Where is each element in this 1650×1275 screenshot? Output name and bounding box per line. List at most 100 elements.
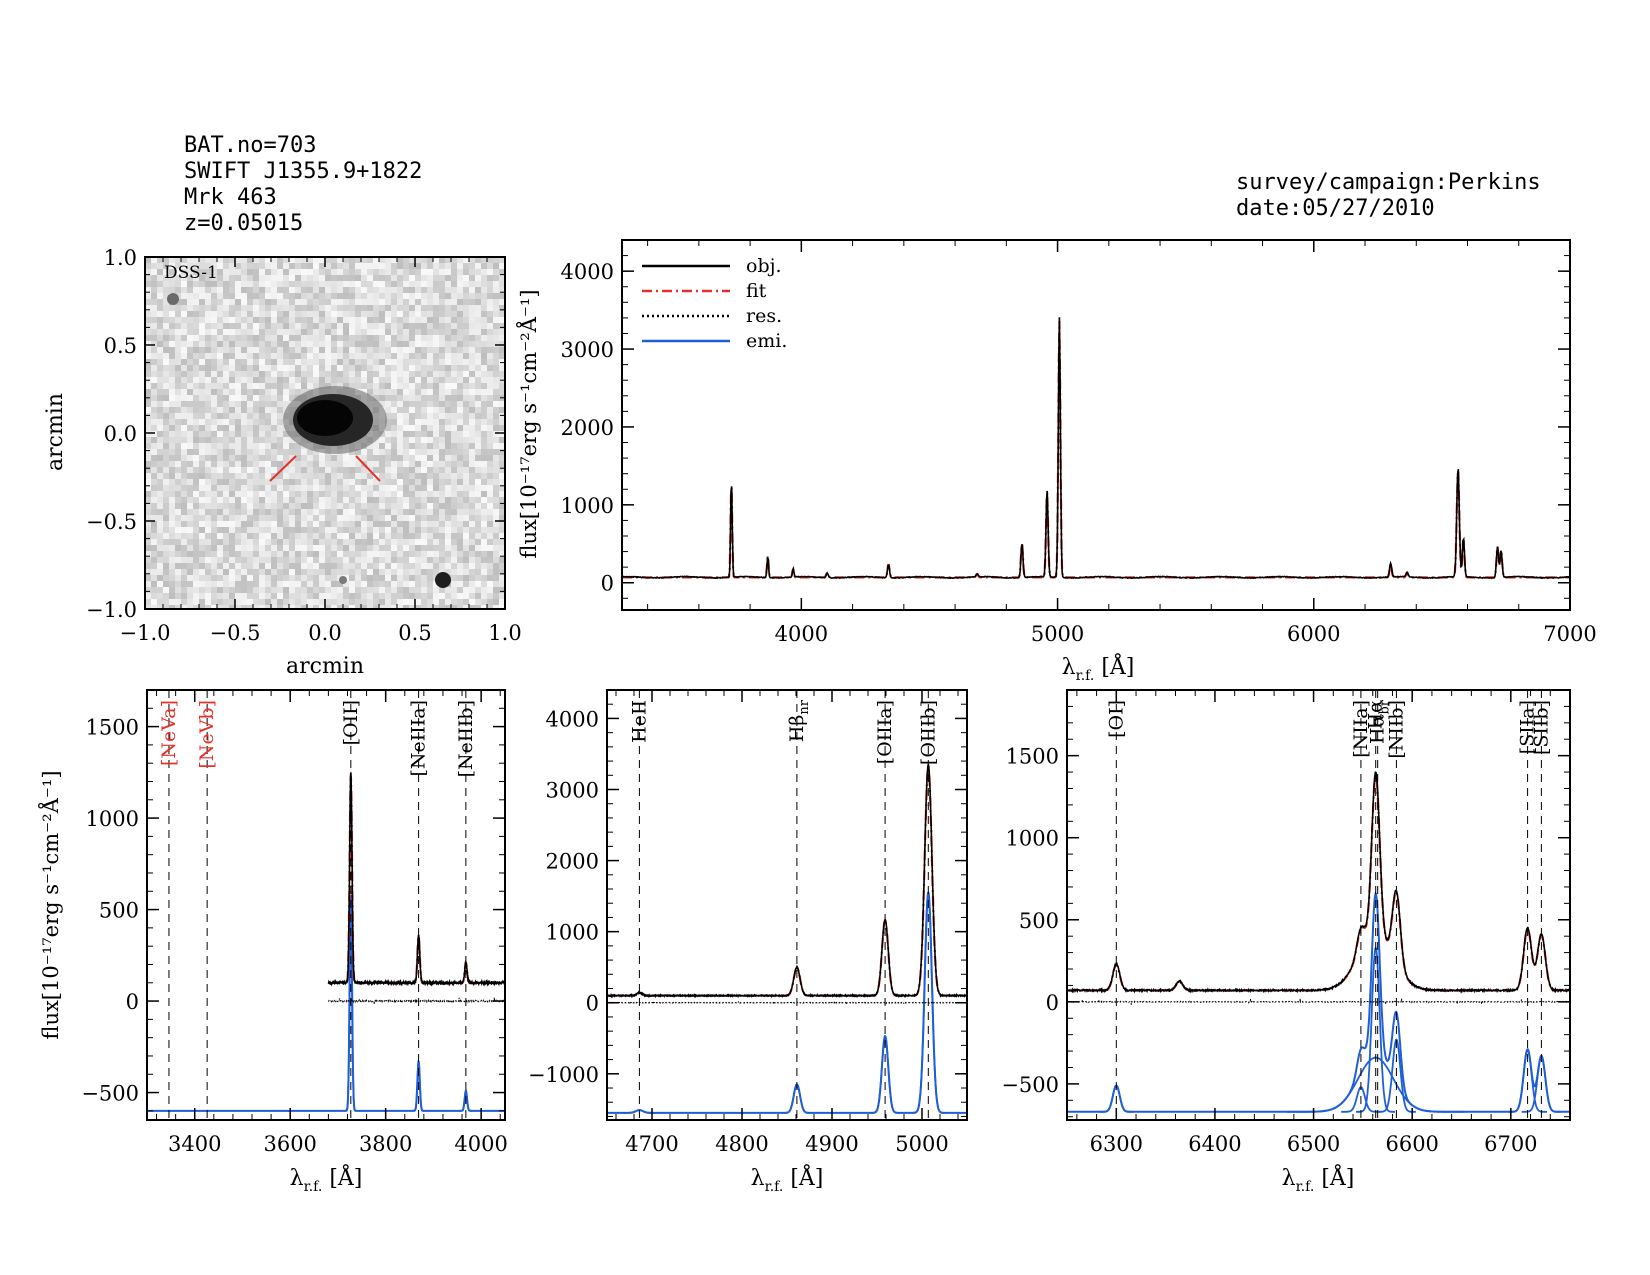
pixel	[445, 557, 451, 563]
pixel	[295, 485, 301, 491]
pixel	[331, 467, 337, 473]
pixel	[205, 263, 211, 269]
pixel	[253, 299, 259, 305]
pixel	[487, 593, 493, 599]
pixel	[187, 371, 193, 377]
pixel	[445, 383, 451, 389]
pixel	[439, 515, 445, 521]
pixel	[361, 341, 367, 347]
image-x-tick-label: 0.5	[398, 621, 431, 645]
pixel	[181, 461, 187, 467]
pixel	[181, 449, 187, 455]
pixel	[301, 521, 307, 527]
pixel	[421, 407, 427, 413]
pixel	[385, 359, 391, 365]
pixel	[169, 437, 175, 443]
pixel	[223, 569, 229, 575]
pixel	[271, 389, 277, 395]
pixel	[457, 275, 463, 281]
pixel	[217, 395, 223, 401]
pixel	[385, 563, 391, 569]
pixel	[385, 287, 391, 293]
pixel	[307, 497, 313, 503]
pixel	[235, 473, 241, 479]
pixel	[397, 491, 403, 497]
pixel	[259, 575, 265, 581]
pixel	[301, 569, 307, 575]
pixel	[247, 281, 253, 287]
pixel	[145, 359, 151, 365]
pixel	[451, 275, 457, 281]
pixel	[493, 515, 499, 521]
pixel	[163, 341, 169, 347]
series-object	[327, 772, 505, 987]
pixel	[373, 515, 379, 521]
pixel	[457, 587, 463, 593]
pixel	[319, 281, 325, 287]
pixel	[241, 557, 247, 563]
pixel	[475, 413, 481, 419]
pixel	[367, 581, 373, 587]
pixel	[349, 485, 355, 491]
pixel	[235, 329, 241, 335]
pixel	[307, 353, 313, 359]
pixel	[313, 533, 319, 539]
pixel	[145, 269, 151, 275]
pixel	[457, 467, 463, 473]
pixel	[241, 365, 247, 371]
pixel	[499, 557, 505, 563]
pixel	[481, 497, 487, 503]
pixel	[349, 281, 355, 287]
pixel	[187, 557, 193, 563]
pixel	[247, 539, 253, 545]
pixel	[415, 575, 421, 581]
pixel	[367, 443, 373, 449]
pixel	[265, 335, 271, 341]
pixel	[355, 551, 361, 557]
pixel	[151, 269, 157, 275]
pixel	[379, 305, 385, 311]
pixel	[373, 269, 379, 275]
pixel	[319, 533, 325, 539]
pixel	[403, 605, 409, 609]
pixel	[199, 263, 205, 269]
pixel	[481, 335, 487, 341]
pixel	[385, 599, 391, 605]
pixel	[319, 497, 325, 503]
pixel	[439, 599, 445, 605]
pixel	[445, 311, 451, 317]
pixel	[181, 293, 187, 299]
pixel	[397, 401, 403, 407]
pixel	[331, 551, 337, 557]
pixel	[499, 425, 505, 431]
pixel	[391, 533, 397, 539]
pixel	[331, 545, 337, 551]
pixel	[169, 311, 175, 317]
pixel	[181, 335, 187, 341]
pixel	[343, 491, 349, 497]
pixel	[205, 569, 211, 575]
pixel	[145, 551, 151, 557]
pixel	[181, 419, 187, 425]
pixel	[187, 293, 193, 299]
series-emission	[147, 894, 505, 1112]
pixel	[433, 443, 439, 449]
pixel	[343, 341, 349, 347]
pixel	[205, 539, 211, 545]
pixel	[295, 497, 301, 503]
pixel	[373, 281, 379, 287]
pixel	[331, 281, 337, 287]
pixel	[241, 521, 247, 527]
line-marker-label: [OIIIb]	[917, 700, 939, 765]
image-x-tick-label: −0.5	[210, 621, 261, 645]
pixel	[241, 593, 247, 599]
pixel	[433, 323, 439, 329]
pixel	[427, 359, 433, 365]
pixel	[175, 413, 181, 419]
y-tick-label: 1000	[86, 807, 139, 831]
pixel	[319, 305, 325, 311]
pixel	[397, 341, 403, 347]
pixel	[235, 437, 241, 443]
pixel	[367, 473, 373, 479]
